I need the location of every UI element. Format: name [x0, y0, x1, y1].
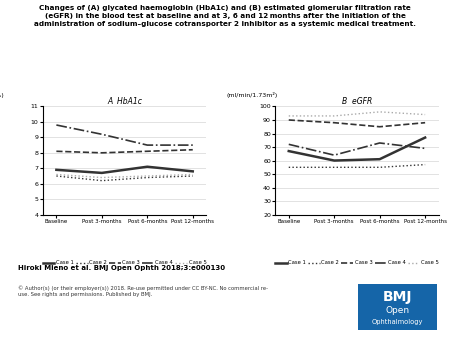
Text: Ophthalmology: Ophthalmology: [371, 319, 423, 325]
Text: BMJ: BMJ: [382, 290, 412, 304]
Text: (ml/min/1.73m²): (ml/min/1.73m²): [226, 92, 277, 98]
Legend: Case 1, Case 2, Case 3, Case 4, Case 5: Case 1, Case 2, Case 3, Case 4, Case 5: [273, 258, 441, 268]
Title: B  eGFR: B eGFR: [342, 97, 372, 106]
Text: Hiroki Mieno et al. BMJ Open Ophth 2018;3:e000130: Hiroki Mieno et al. BMJ Open Ophth 2018;…: [18, 265, 225, 271]
Text: Open: Open: [385, 306, 409, 315]
Legend: Case 1, Case 2, Case 3, Case 4, Case 5: Case 1, Case 2, Case 3, Case 4, Case 5: [40, 258, 208, 268]
Title: A  HbA1c: A HbA1c: [107, 97, 142, 106]
Text: Changes of (A) glycated haemoglobin (HbA1c) and (B) estimated glomerular filtrat: Changes of (A) glycated haemoglobin (HbA…: [34, 5, 416, 27]
Text: © Author(s) (or their employer(s)) 2018. Re-use permitted under CC BY-NC. No com: © Author(s) (or their employer(s)) 2018.…: [18, 286, 268, 297]
Text: (%): (%): [0, 93, 4, 98]
